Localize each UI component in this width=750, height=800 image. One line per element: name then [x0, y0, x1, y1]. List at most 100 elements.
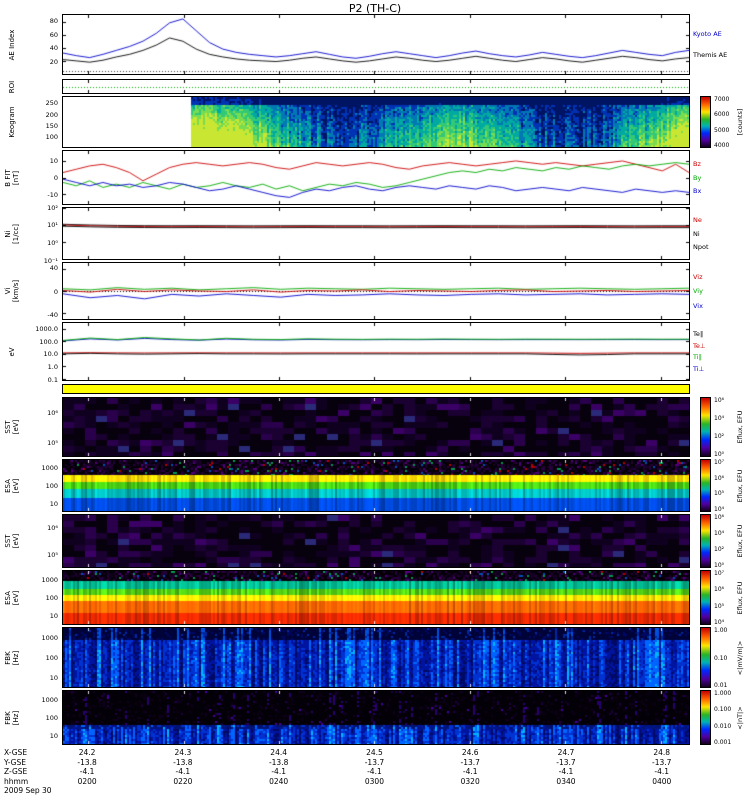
ylabel-sst_ion: SST [eV]: [3, 419, 20, 435]
axis-tick-value-3-6: 0400: [652, 776, 672, 786]
colorbar-label-fbk_b: <|nT|>: [736, 705, 744, 730]
panel-density: [62, 207, 690, 260]
ytick-density: 10²: [47, 203, 58, 212]
colorbar-tick-fbk_b-0: 1.000: [714, 689, 732, 697]
axis-tick-value-3-5: 0340: [556, 776, 576, 786]
ytick-bfit: 10: [49, 156, 58, 165]
trace-label-density-1: Ni: [693, 229, 700, 238]
panel-esa_electron: [62, 570, 690, 625]
trace-label-bfit-0: Bz: [693, 159, 701, 168]
axis-tick-value-0-3: 24.5: [366, 748, 383, 757]
colorbar-tick-sst_electron-2: 10²: [714, 546, 725, 554]
colorbar-tick-sst_electron-1: 10⁴: [714, 529, 725, 537]
panel-bfit: [62, 150, 690, 205]
ytick-keogram: 250: [45, 99, 58, 108]
ytick-ae: 20: [49, 57, 58, 66]
canvas-keogram: [63, 97, 689, 147]
axis-tick-value-0-2: 24.4: [270, 748, 288, 757]
axis-tick-value-1-4: -13.7: [460, 757, 480, 767]
colorbar-tick-esa_electron-1: 10⁶: [714, 586, 725, 594]
canvas-esa_electron: [63, 571, 689, 624]
panel-ae: [62, 14, 690, 75]
axis-tick-value-2-0: -4.1: [79, 767, 95, 776]
axis-tick-value-2-2: -4.1: [271, 767, 286, 776]
ytick-fbk_e: 10: [49, 674, 58, 683]
colorbar-label-esa_ion: Eflux, EFU: [736, 469, 744, 502]
panel-temperature: [62, 322, 690, 381]
axis-tick-value-3-1: 0220: [173, 776, 193, 786]
axis-tick-value-1-3: -13.7: [364, 757, 385, 767]
ytick-fbk_e: 1000: [41, 633, 58, 642]
ylabel-sst_electron: SST [eV]: [3, 533, 20, 549]
trace-label-density-0: Ne: [693, 216, 702, 225]
panel-roi: [62, 79, 690, 94]
trace-label-velocity-0: Viz: [693, 272, 703, 281]
date-label: 2009 Sep 30: [4, 786, 52, 795]
axis-tick-value-3-4: 0320: [460, 776, 480, 786]
ytick-ae: 40: [49, 44, 58, 53]
ytick-density: 10¹: [47, 221, 58, 230]
colorbar-tick-keogram-2: 5000: [714, 126, 730, 134]
ytick-density: 10⁻¹: [43, 256, 58, 265]
ytick-temperature: 0.1: [47, 376, 58, 385]
colorbar-label-keogram: [counts]: [736, 108, 744, 136]
trace-label-temperature-3: Ti⊥: [693, 365, 705, 374]
colorbar-sst_electron: [700, 514, 711, 568]
ytick-esa_electron: 100: [45, 594, 58, 602]
axis-row-label-3: hhmm: [4, 776, 29, 786]
axis-tick-value-2-4: -4.1: [462, 767, 478, 776]
ytick-temperature: 10.0: [43, 350, 58, 359]
ytick-esa_ion: 1000: [41, 464, 58, 473]
panel-fbk_e: [62, 627, 690, 688]
colorbar-tick-esa_ion-2: 10⁵: [714, 490, 725, 498]
trace-label-temperature-0: Te∥: [693, 329, 704, 338]
trace-label-ae-0: Kyoto AE: [693, 30, 722, 39]
colorbar-fbk_b: [700, 690, 711, 745]
axis-tick-value-1-2: -13.8: [268, 757, 289, 767]
colorbar-tick-esa_ion-3: 10⁴: [714, 506, 725, 514]
colorbar-tick-sst_ion-3: 10⁰: [714, 451, 725, 458]
ytick-esa_electron: 1000: [41, 575, 58, 584]
canvas-fbk_e: [63, 628, 689, 687]
canvas-sst_electron: [63, 515, 689, 567]
axis-tick-value-0-6: 24.8: [653, 748, 671, 757]
colorbar-tick-esa_electron-0: 10⁷: [714, 569, 725, 577]
panel-sst_electron: [62, 514, 690, 568]
canvas-sst_ion: [63, 398, 689, 456]
colorbar-tick-sst_ion-1: 10⁴: [714, 415, 725, 422]
ytick-esa_ion: 10: [49, 499, 58, 508]
canvas-esa_ion: [63, 460, 689, 511]
colorbar-tick-sst_ion-2: 10²: [714, 433, 725, 440]
ytick-temperature: 1.0: [47, 363, 58, 372]
ytick-temperature: 100.0: [39, 337, 58, 346]
ytick-ae: 60: [49, 30, 58, 39]
axis-tick-value-1-6: -13.7: [652, 757, 672, 767]
ytick-sst_ion: 10⁶: [47, 408, 58, 417]
colorbar-sst_ion: [700, 397, 711, 457]
colorbar-esa_electron: [700, 570, 711, 625]
trace-label-density-2: Npot: [693, 242, 709, 251]
canvas-velocity: [63, 263, 689, 319]
colorbar-tick-fbk_b-1: 0.100: [714, 706, 732, 714]
axis-tick-value-2-5: -4.1: [558, 767, 574, 776]
trace-label-velocity-2: Vix: [693, 301, 703, 310]
panel-esa_ion: [62, 459, 690, 512]
axis-tick-value-3-3: 0300: [364, 776, 384, 786]
axis-row-label-0: X-GSE: [4, 748, 28, 757]
trace-label-velocity-1: Viy: [693, 287, 703, 295]
page-title: P2 (TH-C): [348, 2, 402, 15]
ytick-fbk_b: 10: [49, 732, 58, 741]
trace-label-bfit-1: By: [693, 173, 702, 182]
axis-row-label-1: Y-GSE: [4, 757, 26, 767]
panel-fbk_b: [62, 690, 690, 745]
colorbar-tick-esa_ion-1: 10⁶: [714, 474, 725, 482]
ytick-bfit: 0: [53, 174, 58, 182]
ytick-temperature: 1000.0: [35, 324, 58, 333]
axis-tick-value-2-3: -4.1: [367, 767, 382, 776]
axis-tick-value-0-5: 24.7: [557, 748, 575, 757]
ytick-sst_ion: 10⁵: [47, 438, 58, 447]
colorbar-tick-fbk_e-2: 0.01: [714, 681, 728, 689]
colorbar-tick-esa_ion-0: 10⁷: [714, 458, 725, 466]
ytick-keogram: 150: [45, 121, 58, 130]
axis-tick-value-0-1: 24.3: [174, 748, 192, 757]
